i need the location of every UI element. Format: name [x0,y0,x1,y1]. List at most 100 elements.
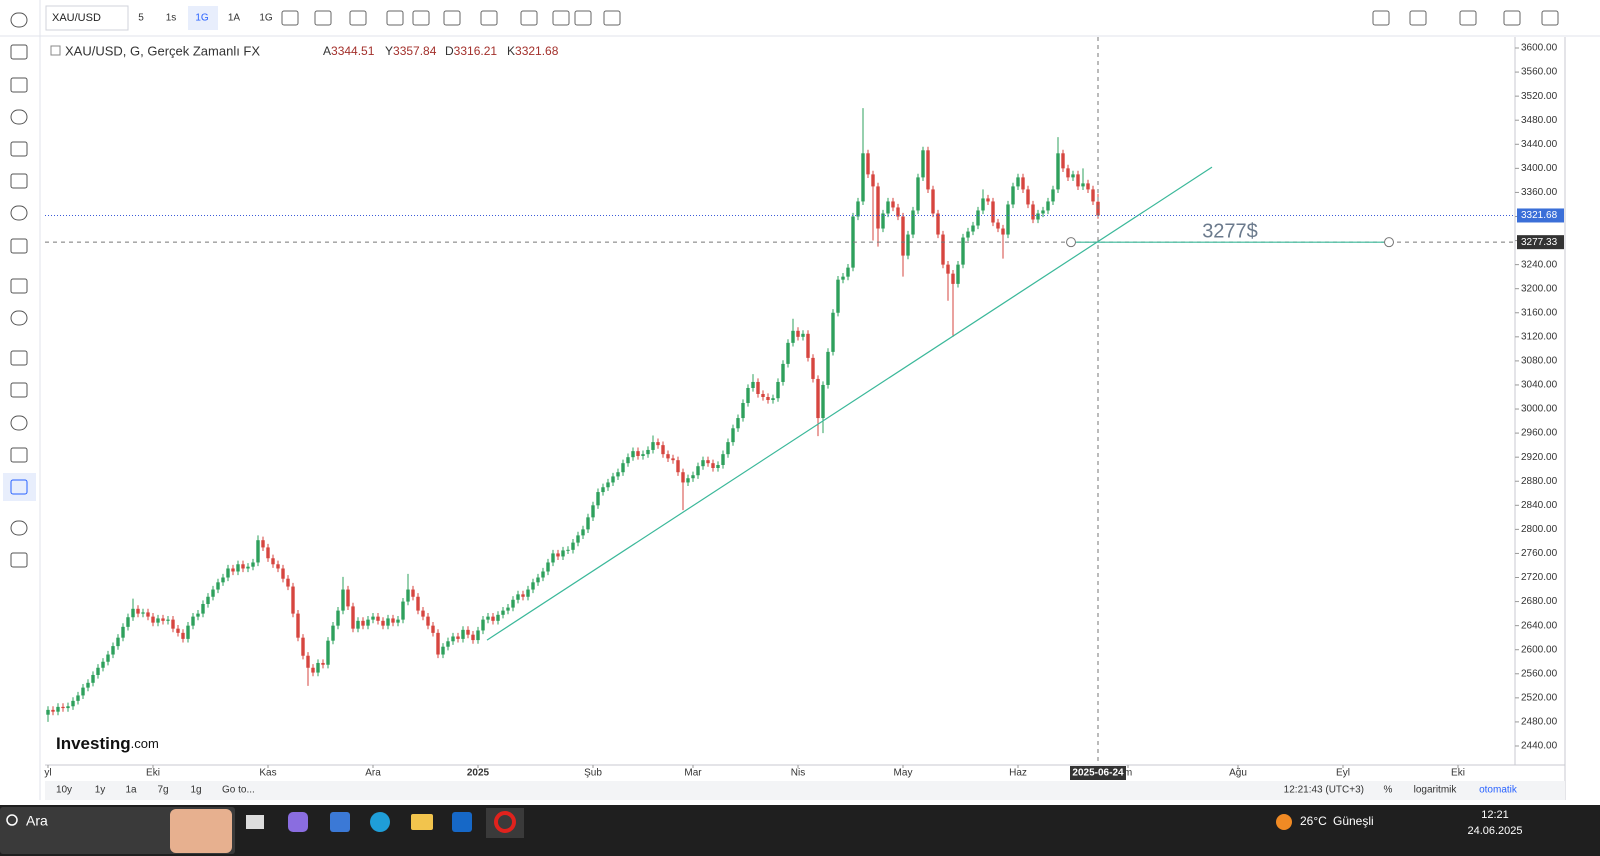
toolbar-icon[interactable] [443,10,461,26]
tool-icon[interactable] [10,77,28,93]
candle-body [981,198,985,211]
interval-button[interactable]: 1G [259,13,273,24]
candle-body [366,619,370,626]
candle-body [351,606,355,629]
tool-icon[interactable] [10,310,28,326]
candle-body [201,603,205,614]
candle-body [986,198,990,202]
tool-icon[interactable] [10,205,28,221]
y-tick-label: 3240.00 [1521,259,1558,270]
candle-body [51,709,55,712]
goto-button[interactable]: Go to... [222,785,255,796]
candle-body [456,636,460,639]
taskview-icon[interactable] [246,815,264,829]
candle-body [1061,153,1065,169]
percent-button[interactable]: % [1384,785,1393,796]
tool-icon[interactable] [10,44,28,60]
toolbar-icon[interactable] [480,10,498,26]
toolbar-icon[interactable] [281,10,299,26]
log-button[interactable]: logaritmik [1414,785,1458,796]
tool-icon[interactable] [10,447,28,463]
candle-body [516,594,520,600]
price-tag [1517,208,1564,223]
toolbar-icon[interactable] [603,10,621,26]
toolbar-icon[interactable] [574,10,592,26]
interval-button[interactable]: 1G [195,13,209,24]
tool-icon[interactable] [10,278,28,294]
tool-icon[interactable] [10,238,28,254]
symbol[interactable]: XAU/USD [52,12,101,24]
toolbar-icon[interactable] [1409,10,1427,26]
app-icon[interactable] [411,814,433,830]
candle-body [231,568,235,572]
candle-body [81,687,85,696]
y-tick-label: 3480.00 [1521,115,1558,126]
y-tick-label: 3600.00 [1521,43,1558,54]
tool-icon[interactable] [10,12,28,28]
candle-body [486,616,490,620]
app-icon[interactable] [494,811,516,833]
app-icon[interactable] [370,812,390,832]
toolbar-icon[interactable] [1503,10,1521,26]
candle-body [841,276,845,280]
interval-button[interactable]: 5 [138,13,144,24]
candle-body [1036,213,1040,220]
range-button[interactable]: 10y [56,785,72,796]
candle-body [476,630,480,641]
app-icon[interactable] [288,812,308,832]
candle-body [236,564,240,572]
toolbar-icon[interactable] [520,10,538,26]
y-tick-label: 3440.00 [1521,139,1558,150]
symbol-box[interactable] [45,5,129,31]
tool-icon[interactable] [10,350,28,366]
tool-icon[interactable] [10,520,28,536]
toolbar-icon[interactable] [1541,10,1559,26]
range-button[interactable]: 1y [95,785,106,796]
range-button[interactable]: 7g [157,785,168,796]
toolbar-icon[interactable] [1459,10,1477,26]
range-button[interactable]: 1a [125,785,137,796]
collapse-box[interactable] [50,45,61,56]
tool-icon[interactable] [10,382,28,398]
clock: 12:21 [1481,809,1509,821]
ohlc-value: Y3357.84 [385,44,437,58]
toolbar-icon[interactable] [386,10,404,26]
interval-button[interactable]: 1s [166,13,177,24]
tool-icon[interactable] [10,479,28,495]
toolbar-icon[interactable] [552,10,570,26]
app-icon[interactable] [330,812,350,832]
candle-body [716,464,720,468]
candle-body [421,610,425,617]
candle-body [226,568,230,578]
candle-body [566,549,570,551]
toolbar-icon[interactable] [349,10,367,26]
app-icon[interactable] [452,812,472,832]
candle-body [856,201,860,217]
toolbar-icon[interactable] [314,10,332,26]
candle-body [361,620,365,626]
level-handle[interactable] [1384,237,1394,248]
auto-button[interactable]: otomatik [1479,785,1518,796]
interval-button[interactable]: 1A [228,13,241,24]
candle-body [146,612,150,617]
tool-icon[interactable] [10,109,28,125]
y-tick-label: 2880.00 [1521,476,1558,487]
tool-icon[interactable] [10,415,28,431]
toolbar-icon[interactable] [1372,10,1390,26]
range-button[interactable]: 1g [190,785,201,796]
level-handle[interactable] [1066,237,1076,248]
candle-body [691,475,695,479]
candle-body [956,264,960,284]
tool-icon[interactable] [10,552,28,568]
toolbar-icon[interactable] [412,10,430,26]
tool-icon[interactable] [10,141,28,157]
y-tick-label: 2480.00 [1521,717,1558,728]
tool-icon[interactable] [10,173,28,189]
candle-body [426,616,430,626]
candle-body [271,558,275,565]
candle-body [701,460,705,467]
logo: Investing.com [56,734,159,753]
y-tick-label: 2760.00 [1521,548,1558,559]
candle-body [721,454,725,465]
candle-body [291,586,295,614]
